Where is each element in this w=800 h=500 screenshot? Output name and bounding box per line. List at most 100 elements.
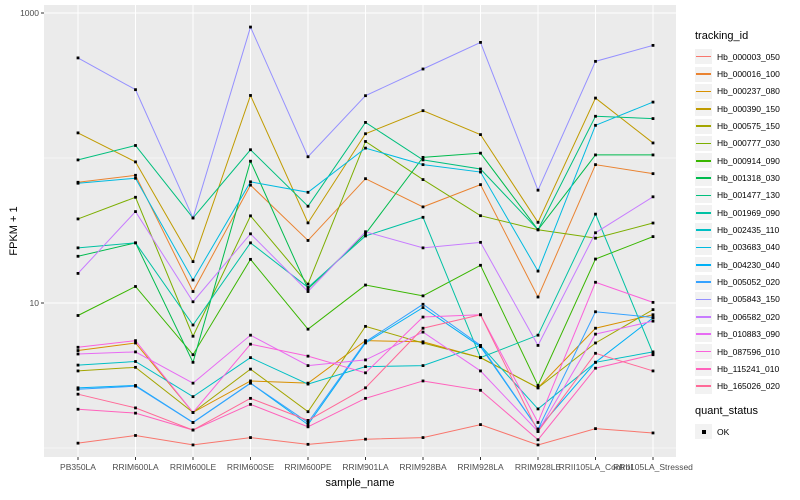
data-point: [306, 221, 310, 225]
data-point: [249, 333, 252, 337]
data-point: [536, 220, 540, 224]
data-point: [421, 341, 425, 345]
legend-item-label: Hb_005843_150: [717, 294, 780, 305]
legend-item: Hb_010883_090: [695, 326, 780, 343]
data-point: [306, 287, 310, 291]
data-point: [594, 280, 597, 284]
data-point: [421, 158, 425, 162]
data-point: [134, 285, 137, 288]
data-point: [479, 167, 482, 171]
data-point: [134, 341, 137, 345]
legend-key-swatch: [695, 153, 712, 169]
data-point: [651, 308, 655, 312]
legend-item: Hb_000237_080: [695, 83, 780, 100]
data-point: [536, 430, 540, 433]
data-point: [191, 216, 195, 220]
legend-item-label: Hb_000016_100: [717, 69, 780, 80]
data-point: [421, 163, 425, 167]
data-point: [76, 158, 80, 162]
legend-title-quant-status: quant_status: [695, 404, 758, 417]
data-point: [594, 163, 597, 167]
data-point: [594, 257, 597, 261]
data-point: [191, 381, 195, 385]
data-point: [536, 344, 540, 347]
data-point: [536, 188, 540, 192]
legend-item: Hb_000914_090: [695, 152, 780, 169]
data-point: [364, 232, 367, 236]
legend-item: Hb_165026_020: [695, 378, 780, 395]
data-point: [191, 323, 195, 327]
data-point: [594, 326, 597, 330]
legend-item: Hb_000016_100: [695, 65, 780, 82]
data-point: [249, 232, 252, 236]
data-point: [536, 228, 540, 232]
data-point: [249, 159, 252, 163]
legend-key-swatch: [695, 66, 712, 82]
data-point: [364, 396, 367, 400]
legend-item: Hb_000390_150: [695, 100, 780, 117]
legend-line-icon: [696, 281, 711, 283]
data-point: [651, 316, 655, 319]
data-point: [306, 286, 310, 289]
data-point: [76, 56, 80, 60]
legend-title-tracking-id: tracking_id: [695, 30, 749, 42]
data-point: [306, 425, 310, 429]
data-point: [134, 406, 137, 410]
data-point: [364, 437, 367, 441]
legend-item-label: Hb_002435_110: [717, 225, 780, 236]
x-axis-title: sample_name: [325, 477, 395, 489]
data-point: [134, 210, 137, 213]
data-point: [364, 94, 367, 98]
data-point: [249, 367, 252, 371]
data-point: [134, 434, 137, 437]
data-point: [651, 235, 655, 239]
data-point: [536, 427, 540, 431]
data-point: [134, 88, 137, 92]
legend-line-icon: [696, 246, 711, 249]
data-point: [249, 257, 252, 261]
legend-item: Hb_003683_040: [695, 239, 780, 256]
data-point: [651, 141, 655, 145]
data-point: [191, 428, 195, 432]
data-point: [479, 151, 482, 155]
data-point: [364, 386, 367, 390]
data-point: [651, 195, 655, 199]
x-tick-label: RRIM928BA: [399, 462, 447, 472]
legend-items-quant-status: OK: [695, 423, 780, 440]
data-point: [536, 295, 540, 299]
x-axis-ticks: PB350LA RRIM600LA RRIM600LE RRIM600SE RRIM60…: [60, 457, 693, 472]
legend-line-icon: [696, 55, 711, 58]
data-point: [306, 423, 310, 427]
data-point: [421, 178, 425, 181]
x-tick-label: RRII105LA_Stressed: [613, 462, 693, 472]
data-point: [134, 350, 137, 354]
data-point: [536, 421, 540, 424]
data-point: [249, 214, 252, 218]
data-point: [594, 427, 597, 431]
legend-line-icon: [696, 229, 711, 231]
y-tick-label: 1000: [20, 8, 39, 18]
data-point: [594, 341, 597, 345]
data-point: [651, 319, 655, 323]
legend-item-label: Hb_004230_040: [717, 259, 780, 270]
x-tick-label: RRIM600PE: [284, 462, 332, 472]
data-point: [364, 230, 367, 234]
data-point: [76, 386, 80, 390]
data-point: [651, 313, 655, 317]
data-point: [191, 353, 195, 357]
data-point: [76, 272, 80, 275]
x-tick-label: RRIM600SE: [227, 462, 275, 472]
data-point: [651, 350, 655, 354]
data-point: [536, 384, 540, 387]
data-point: [134, 160, 137, 164]
data-point: [134, 241, 137, 245]
legend-line-icon: [696, 298, 711, 301]
data-point: [651, 369, 655, 373]
data-point: [479, 133, 482, 137]
legend-key-swatch: [695, 291, 712, 307]
data-point: [421, 315, 425, 319]
data-point: [364, 283, 367, 287]
legend-line-icon: [696, 125, 711, 127]
data-point: [306, 354, 310, 358]
data-point: [594, 366, 597, 370]
